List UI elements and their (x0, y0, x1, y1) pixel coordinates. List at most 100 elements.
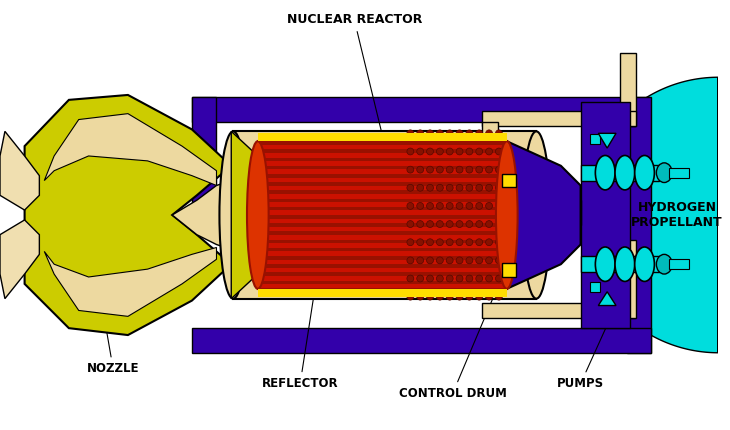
Bar (258, 223, 507, 227)
Ellipse shape (615, 156, 634, 190)
Circle shape (466, 275, 473, 282)
Circle shape (446, 130, 453, 137)
Bar (669, 168, 689, 178)
Polygon shape (172, 181, 231, 249)
Circle shape (446, 293, 453, 300)
Ellipse shape (615, 247, 634, 281)
Circle shape (417, 221, 423, 227)
Bar (258, 289, 507, 297)
Circle shape (426, 148, 434, 155)
Circle shape (456, 148, 463, 155)
Circle shape (466, 184, 473, 191)
Circle shape (426, 184, 434, 191)
Circle shape (476, 166, 483, 173)
Bar (580, 102, 630, 328)
Circle shape (485, 184, 493, 191)
Circle shape (485, 275, 493, 282)
Bar (258, 166, 507, 169)
Circle shape (496, 275, 502, 282)
Bar (258, 215, 507, 219)
Bar (258, 199, 507, 202)
Ellipse shape (596, 247, 615, 281)
Circle shape (437, 257, 443, 264)
Circle shape (437, 275, 443, 282)
Text: HYDROGEN
PROPELLANT: HYDROGEN PROPELLANT (631, 201, 723, 229)
Circle shape (456, 275, 463, 282)
Circle shape (446, 166, 453, 173)
Bar (192, 328, 651, 353)
Circle shape (466, 203, 473, 209)
Circle shape (485, 221, 493, 227)
Circle shape (466, 148, 473, 155)
Polygon shape (0, 220, 39, 299)
Circle shape (485, 203, 493, 209)
Circle shape (426, 166, 434, 173)
Circle shape (407, 239, 414, 246)
Circle shape (476, 239, 483, 246)
Circle shape (446, 239, 453, 246)
Bar (192, 97, 217, 215)
Circle shape (426, 130, 434, 137)
Ellipse shape (496, 141, 518, 289)
Circle shape (466, 257, 473, 264)
Circle shape (426, 293, 434, 300)
Circle shape (437, 148, 443, 155)
Circle shape (476, 221, 483, 227)
Circle shape (407, 221, 414, 227)
Bar (258, 174, 507, 178)
Circle shape (456, 257, 463, 264)
Circle shape (476, 184, 483, 191)
Bar (258, 281, 507, 284)
Circle shape (417, 275, 423, 282)
Bar (258, 240, 507, 243)
Polygon shape (45, 114, 217, 185)
Bar (591, 134, 600, 144)
Circle shape (466, 130, 473, 137)
Ellipse shape (220, 131, 247, 299)
Circle shape (456, 203, 463, 209)
Circle shape (407, 203, 414, 209)
Circle shape (437, 166, 443, 173)
Polygon shape (45, 248, 217, 316)
Bar (258, 256, 507, 260)
Bar (258, 231, 507, 235)
Circle shape (417, 293, 423, 300)
Polygon shape (0, 131, 39, 210)
Circle shape (476, 148, 483, 155)
Ellipse shape (656, 163, 672, 182)
Circle shape (437, 221, 443, 227)
Circle shape (476, 130, 483, 137)
Bar (483, 249, 498, 289)
Circle shape (456, 130, 463, 137)
Circle shape (476, 293, 483, 300)
Circle shape (485, 130, 493, 137)
Circle shape (496, 130, 502, 137)
Polygon shape (231, 131, 258, 299)
Circle shape (496, 221, 502, 227)
Bar (500, 200, 580, 225)
Circle shape (456, 184, 463, 191)
Circle shape (466, 166, 473, 173)
Circle shape (456, 239, 463, 246)
Circle shape (437, 203, 443, 209)
Circle shape (466, 293, 473, 300)
Circle shape (446, 184, 453, 191)
Bar (483, 111, 634, 126)
Polygon shape (507, 141, 580, 289)
Polygon shape (599, 133, 616, 148)
Circle shape (426, 239, 434, 246)
Bar (620, 52, 636, 126)
Ellipse shape (634, 156, 654, 190)
Bar (192, 97, 650, 122)
Bar (258, 264, 507, 268)
Bar (483, 303, 634, 318)
Text: NUCLEAR REACTOR: NUCLEAR REACTOR (287, 13, 422, 138)
Circle shape (446, 148, 453, 155)
Text: REFLECTOR: REFLECTOR (262, 292, 339, 390)
Circle shape (437, 184, 443, 191)
Ellipse shape (656, 255, 672, 274)
Bar (258, 141, 507, 289)
Polygon shape (599, 292, 616, 306)
Bar (258, 207, 507, 211)
Bar (258, 158, 507, 161)
